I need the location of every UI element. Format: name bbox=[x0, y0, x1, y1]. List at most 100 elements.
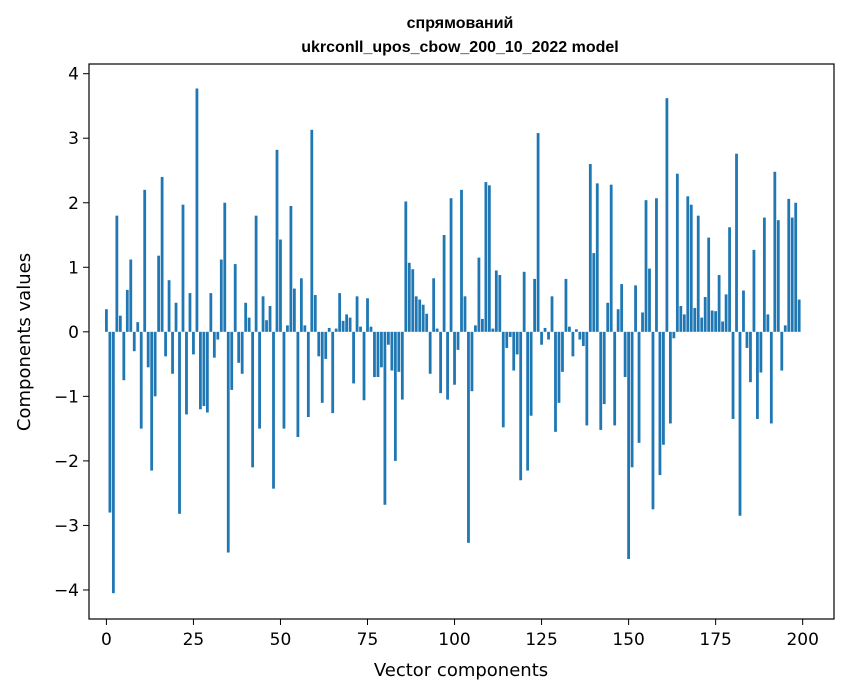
bar-172 bbox=[703, 296, 707, 332]
bar-24 bbox=[188, 293, 192, 332]
bar-5 bbox=[122, 331, 126, 381]
bar-77 bbox=[373, 331, 376, 377]
bar-145 bbox=[609, 184, 613, 332]
bar-69 bbox=[345, 314, 349, 332]
bar-16 bbox=[160, 176, 164, 332]
bar-175 bbox=[714, 311, 718, 332]
bar-119 bbox=[519, 331, 523, 481]
bar-120 bbox=[522, 271, 526, 332]
y-tick-label-5: 1 bbox=[68, 258, 79, 278]
bar-167 bbox=[686, 196, 690, 332]
x-tick-label-0: 0 bbox=[101, 630, 112, 650]
bar-2 bbox=[111, 331, 115, 594]
bar-79 bbox=[380, 331, 383, 368]
bar-90 bbox=[418, 299, 422, 332]
bar-97 bbox=[442, 235, 446, 332]
bar-190 bbox=[766, 314, 770, 332]
bar-192 bbox=[773, 171, 777, 332]
bar-36 bbox=[230, 331, 234, 390]
bar-37 bbox=[233, 264, 237, 332]
bar-70 bbox=[348, 317, 352, 332]
bar-189 bbox=[762, 217, 766, 332]
bar-130 bbox=[557, 331, 561, 403]
bar-162 bbox=[668, 331, 672, 424]
bar-177 bbox=[721, 321, 724, 332]
bar-160 bbox=[662, 331, 665, 445]
bar-62 bbox=[320, 331, 324, 403]
bar-154 bbox=[641, 312, 644, 332]
bar-171 bbox=[700, 317, 704, 332]
bar-113 bbox=[498, 275, 502, 332]
bar-159 bbox=[658, 331, 662, 476]
bar-89 bbox=[414, 296, 418, 332]
bar-84 bbox=[397, 331, 401, 372]
x-tick-label-25: 25 bbox=[183, 630, 205, 650]
bar-28 bbox=[202, 331, 206, 407]
bar-61 bbox=[317, 331, 321, 357]
bar-39 bbox=[240, 331, 244, 374]
bar-156 bbox=[648, 268, 651, 332]
bar-38 bbox=[237, 331, 241, 363]
y-tick-label-3: −1 bbox=[54, 387, 79, 407]
bar-22 bbox=[181, 204, 185, 332]
bar-82 bbox=[390, 331, 394, 371]
bar-110 bbox=[487, 185, 491, 332]
bar-54 bbox=[293, 288, 296, 332]
bar-13 bbox=[150, 331, 154, 471]
bar-42 bbox=[251, 331, 255, 468]
bar-17 bbox=[164, 331, 167, 357]
bar-3 bbox=[115, 215, 119, 332]
bar-78 bbox=[376, 331, 380, 377]
bar-170 bbox=[696, 215, 700, 332]
bar-197 bbox=[790, 217, 794, 332]
bar-108 bbox=[481, 318, 484, 332]
bar-144 bbox=[606, 302, 610, 332]
bar-99 bbox=[449, 198, 453, 332]
bar-63 bbox=[324, 331, 328, 359]
bar-72 bbox=[355, 296, 359, 332]
x-tick-label-50: 50 bbox=[270, 630, 292, 650]
bar-53 bbox=[289, 205, 293, 332]
bar-165 bbox=[679, 306, 683, 332]
bar-127 bbox=[547, 331, 550, 340]
bar-134 bbox=[571, 331, 575, 357]
bar-74 bbox=[362, 331, 366, 401]
bar-75 bbox=[366, 298, 369, 332]
bar-191 bbox=[769, 331, 773, 424]
bar-132 bbox=[564, 278, 568, 332]
bar-98 bbox=[446, 331, 449, 400]
bar-87 bbox=[407, 262, 411, 332]
bar-129 bbox=[554, 331, 557, 432]
bar-198 bbox=[794, 202, 798, 332]
bar-50 bbox=[279, 239, 282, 332]
bar-0 bbox=[105, 309, 108, 332]
bar-27 bbox=[199, 331, 202, 410]
x-tick-label-100: 100 bbox=[438, 630, 470, 650]
bar-103 bbox=[463, 296, 467, 332]
bar-183 bbox=[742, 290, 745, 332]
bar-117 bbox=[512, 331, 516, 371]
bar-199 bbox=[797, 299, 801, 332]
bar-67 bbox=[338, 293, 342, 332]
bar-143 bbox=[602, 331, 606, 405]
bar-29 bbox=[205, 331, 209, 413]
bar-122 bbox=[529, 331, 533, 416]
bar-148 bbox=[620, 284, 624, 332]
bar-23 bbox=[185, 331, 188, 415]
bar-34 bbox=[223, 202, 227, 332]
bar-153 bbox=[637, 331, 641, 443]
y-tick-label-0: −4 bbox=[54, 581, 79, 601]
bar-64 bbox=[327, 327, 331, 332]
bar-35 bbox=[226, 331, 230, 553]
bar-56 bbox=[299, 278, 303, 332]
bar-101 bbox=[456, 331, 460, 350]
bar-187 bbox=[756, 331, 759, 419]
bar-60 bbox=[313, 295, 317, 332]
y-tick-label-8: 4 bbox=[68, 65, 79, 85]
bar-18 bbox=[167, 280, 171, 332]
bar-81 bbox=[387, 331, 390, 345]
bar-6 bbox=[125, 289, 129, 332]
bar-149 bbox=[623, 331, 627, 377]
bar-125 bbox=[540, 331, 543, 345]
bar-118 bbox=[515, 331, 519, 355]
